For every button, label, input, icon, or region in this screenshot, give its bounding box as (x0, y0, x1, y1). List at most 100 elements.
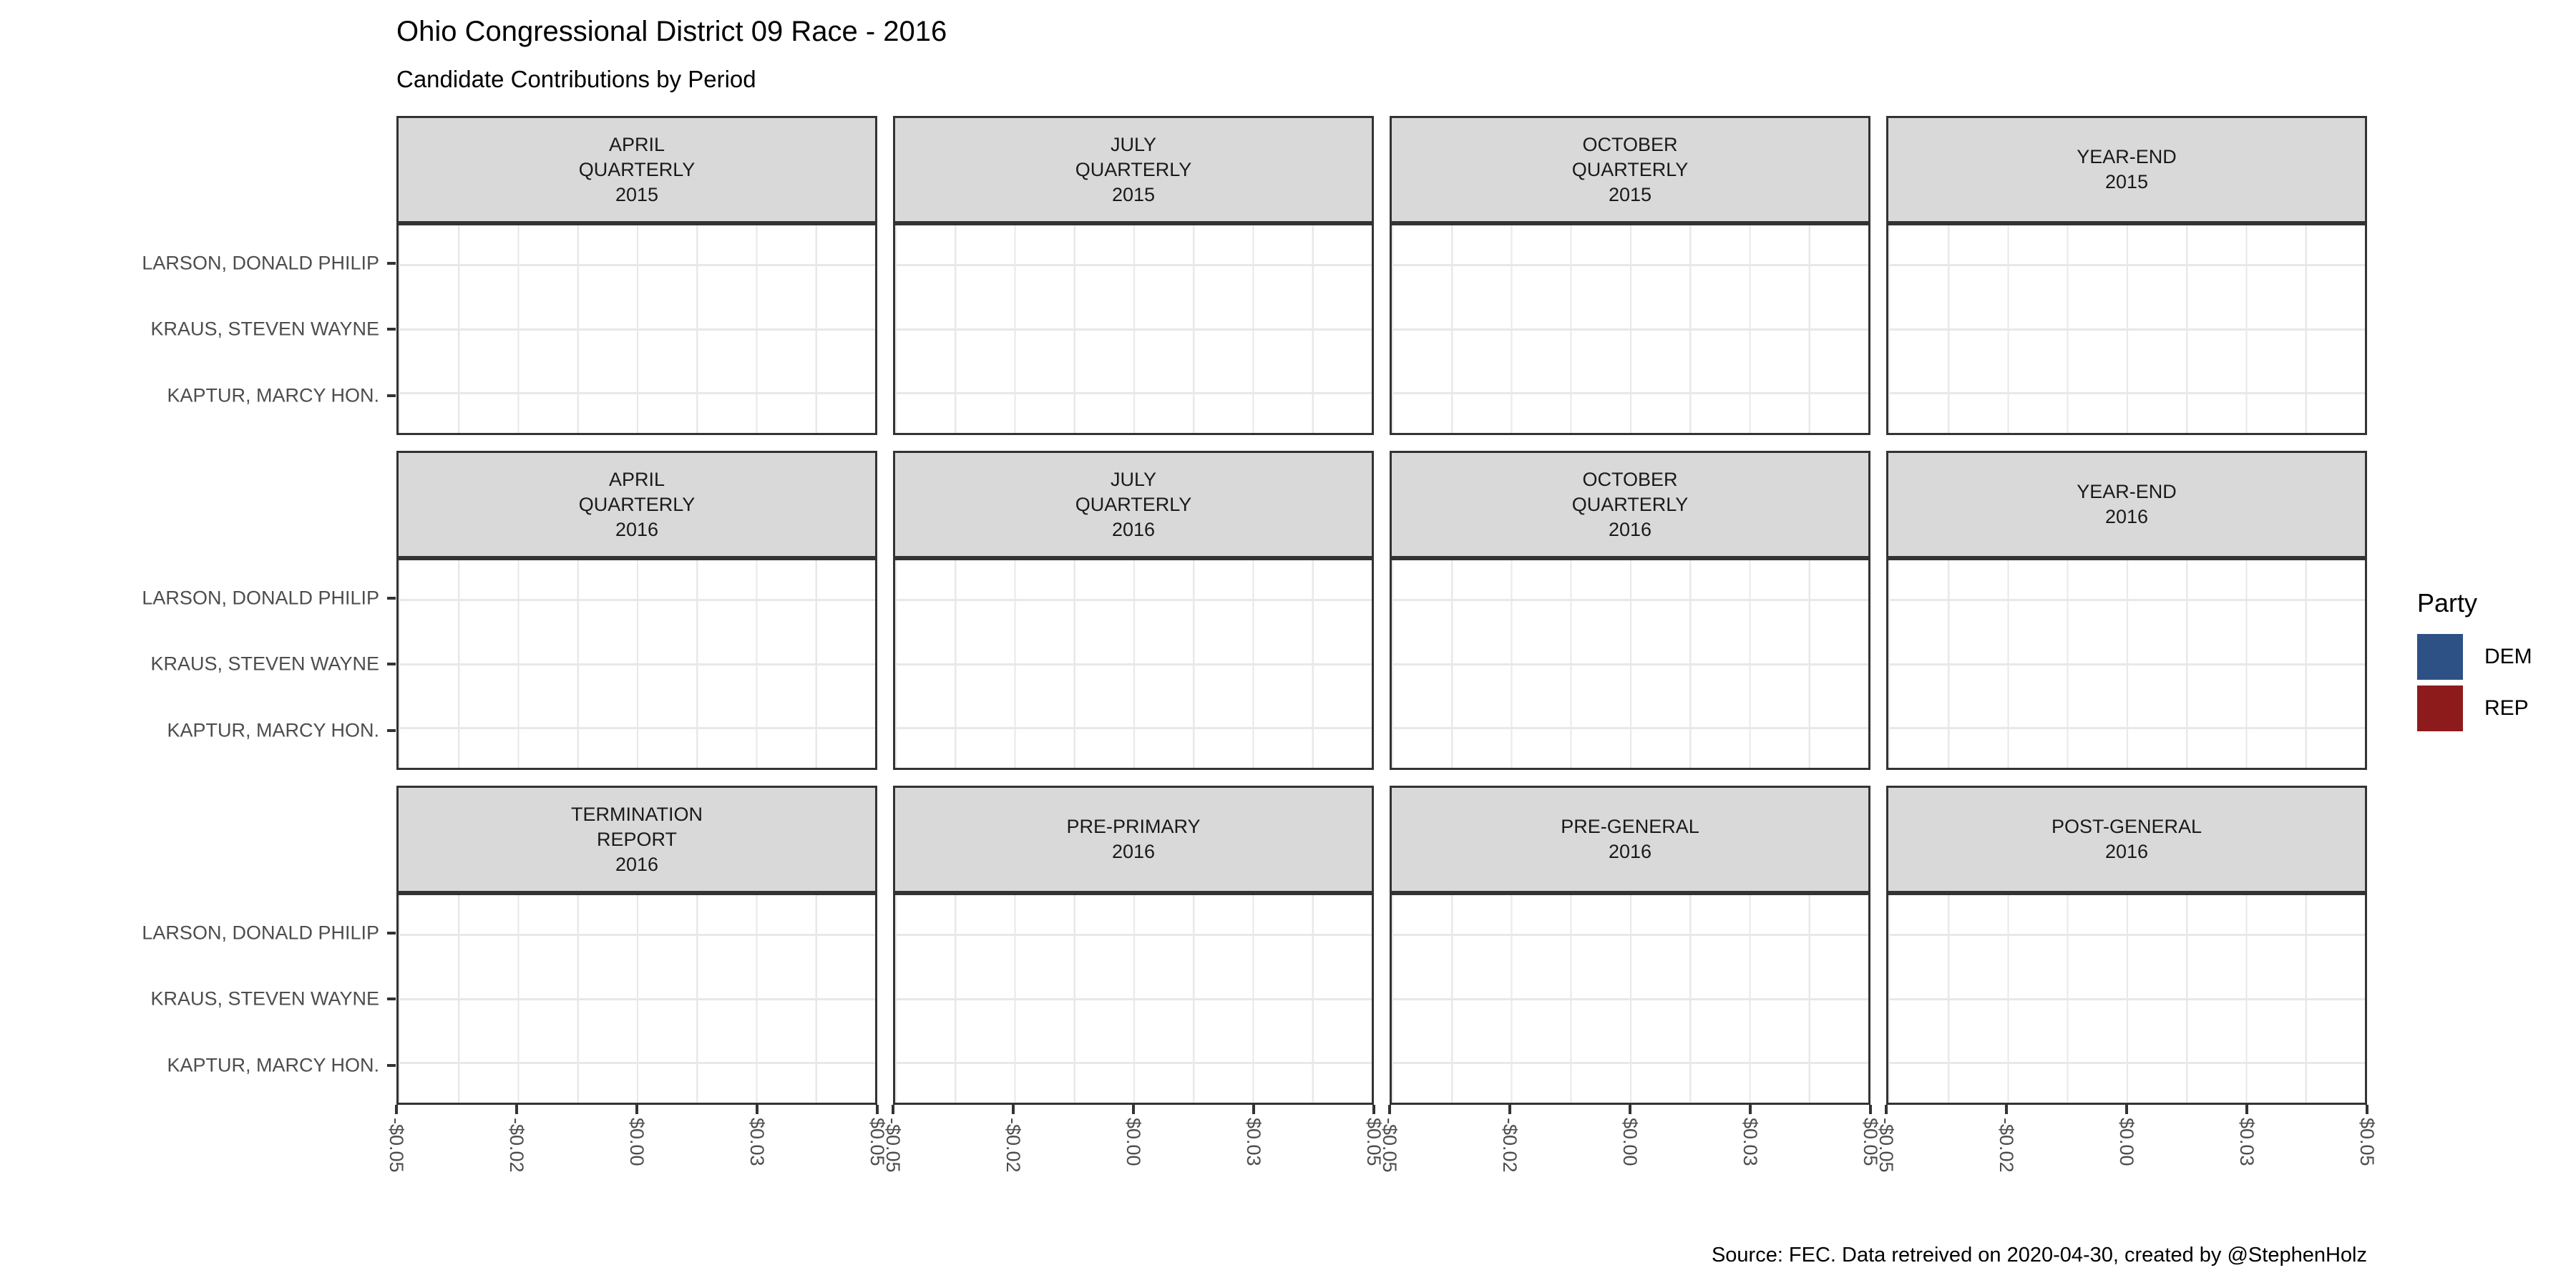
x-tick-label: $0.00 (626, 1118, 648, 1166)
y-tick-mark (387, 997, 396, 1000)
x-tick-label: $0.03 (746, 1118, 768, 1166)
facet-strip-label: OCTOBER QUARTERLY 2016 (1571, 468, 1689, 540)
x-tick-label: $0.03 (1740, 1118, 1761, 1166)
facet-panel (396, 223, 877, 435)
x-tick-label: $0.00 (1123, 1118, 1144, 1166)
x-tick-mark (1388, 1105, 1391, 1114)
chart-subtitle: Candidate Contributions by Period (396, 66, 756, 92)
facet-panel (1390, 223, 1870, 435)
x-axis-col-3: -$0.05 -$0.02 $0.00 $0.03 $0.05 (1379, 1105, 1881, 1226)
facet-strip-label: YEAR-END 2016 (2077, 481, 2177, 527)
x-tick-label: -$0.05 (882, 1118, 904, 1173)
x-axis-col-1: -$0.05 -$0.02 $0.00 $0.03 $0.05 (386, 1105, 888, 1226)
x-tick-label: -$0.02 (506, 1118, 527, 1173)
x-tick-mark (1132, 1105, 1135, 1114)
x-tick-mark (1869, 1105, 1872, 1114)
x-axis-col-4: -$0.05 -$0.02 $0.00 $0.03 $0.05 (1875, 1105, 2378, 1226)
x-tick-mark (1749, 1105, 1752, 1114)
x-tick-label: -$0.02 (1996, 1118, 2017, 1173)
source-caption: Source: FEC. Data retreived on 2020-04-3… (1711, 1244, 2367, 1267)
facet-strip-label: PRE-GENERAL 2016 (1561, 816, 1699, 862)
y-tick-mark (387, 328, 396, 331)
y-tick-mark (387, 1063, 396, 1067)
x-tick-mark (395, 1105, 398, 1114)
x-tick-label: $0.03 (1243, 1118, 1264, 1166)
x-tick-mark (1885, 1105, 1888, 1114)
y-axis-label: LARSON, DONALD PHILIP (142, 252, 379, 273)
facet-panel (893, 223, 1374, 435)
facet-strip: APRIL QUARTERLY 2015 (396, 116, 877, 223)
y-tick-mark (387, 728, 396, 732)
facet-strip: OCTOBER QUARTERLY 2016 (1390, 451, 1870, 558)
x-axis-col-2: -$0.05 -$0.02 $0.00 $0.03 $0.05 (882, 1105, 1385, 1226)
facet-panel (1886, 558, 2367, 770)
facet-strip-label: APRIL QUARTERLY 2015 (578, 133, 696, 205)
facet-strip: OCTOBER QUARTERLY 2015 (1390, 116, 1870, 223)
facet-strip-label: JULY QUARTERLY 2016 (1075, 468, 1192, 540)
facet-strip: YEAR-END 2016 (1886, 451, 2367, 558)
facet-strip: JULY QUARTERLY 2016 (893, 451, 1374, 558)
x-tick-mark (1508, 1105, 1511, 1114)
x-tick-mark (2366, 1105, 2368, 1114)
x-tick-label: $0.03 (2236, 1118, 2258, 1166)
facet-panel (1886, 893, 2367, 1105)
legend-key-dem (2417, 634, 2463, 680)
x-tick-label: $0.05 (2356, 1118, 2378, 1166)
x-tick-label: -$0.05 (1875, 1118, 1897, 1173)
x-tick-mark (2245, 1105, 2248, 1114)
facet-strip: PRE-PRIMARY 2016 (893, 786, 1374, 893)
y-axis-label: KAPTUR, MARCY HON. (167, 719, 379, 741)
facet-strip-label: PRE-PRIMARY 2016 (1066, 816, 1201, 862)
x-tick-label: -$0.02 (1002, 1118, 1024, 1173)
y-tick-mark (387, 931, 396, 935)
y-tick-mark (387, 663, 396, 665)
facet-panel (1390, 558, 1870, 770)
x-tick-mark (635, 1105, 638, 1114)
x-tick-label: $0.00 (2116, 1118, 2137, 1166)
facet-strip: YEAR-END 2015 (1886, 116, 2367, 223)
x-tick-mark (1372, 1105, 1375, 1114)
facet-strip-label: APRIL QUARTERLY 2016 (578, 468, 696, 540)
facet-strip: APRIL QUARTERLY 2016 (396, 451, 877, 558)
facet-strip: TERMINATION REPORT 2016 (396, 786, 877, 893)
y-axis-row-2: LARSON, DONALD PHILIP KRAUS, STEVEN WAYN… (0, 558, 396, 770)
facet-strip-label: OCTOBER QUARTERLY 2015 (1571, 133, 1689, 205)
facet-panel (893, 893, 1374, 1105)
legend-key-rep (2417, 686, 2463, 731)
facet-strip-label: TERMINATION REPORT 2016 (571, 803, 703, 875)
y-axis-label: LARSON, DONALD PHILIP (142, 587, 379, 608)
facet-strip: POST-GENERAL 2016 (1886, 786, 2367, 893)
facet-panel (1886, 223, 2367, 435)
facet-panel (396, 893, 877, 1105)
y-axis-label: KRAUS, STEVEN WAYNE (150, 987, 379, 1010)
facet-strip: JULY QUARTERLY 2015 (893, 116, 1374, 223)
y-axis-label: KRAUS, STEVEN WAYNE (150, 653, 379, 675)
y-axis-label: KAPTUR, MARCY HON. (167, 384, 379, 406)
legend: Party DEM REP (2417, 588, 2532, 737)
x-tick-mark (876, 1105, 879, 1114)
facet-panel (1390, 893, 1870, 1105)
x-tick-label: -$0.02 (1499, 1118, 1521, 1173)
x-tick-mark (2125, 1105, 2128, 1114)
y-axis-label: LARSON, DONALD PHILIP (142, 922, 379, 943)
facet-strip-label: POST-GENERAL 2016 (2051, 816, 2202, 862)
legend-label-rep: REP (2484, 696, 2529, 720)
x-tick-mark (1252, 1105, 1255, 1114)
y-tick-mark (387, 394, 396, 397)
legend-title: Party (2417, 588, 2478, 618)
y-tick-mark (387, 596, 396, 600)
facet-strip: PRE-GENERAL 2016 (1390, 786, 1870, 893)
y-axis-label: KAPTUR, MARCY HON. (167, 1054, 379, 1075)
y-tick-mark (387, 261, 396, 265)
legend-label-dem: DEM (2484, 645, 2532, 668)
y-axis-label: KRAUS, STEVEN WAYNE (150, 318, 379, 340)
facet-strip-label: YEAR-END 2015 (2077, 146, 2177, 192)
facet-panel (893, 558, 1374, 770)
chart-title: Ohio Congressional District 09 Race - 20… (396, 16, 947, 47)
x-tick-mark (2005, 1105, 2008, 1114)
x-tick-mark (515, 1105, 518, 1114)
y-axis-row-1: LARSON, DONALD PHILIP KRAUS, STEVEN WAYN… (0, 223, 396, 435)
x-tick-label: -$0.05 (1379, 1118, 1400, 1173)
x-tick-label: -$0.05 (386, 1118, 407, 1173)
